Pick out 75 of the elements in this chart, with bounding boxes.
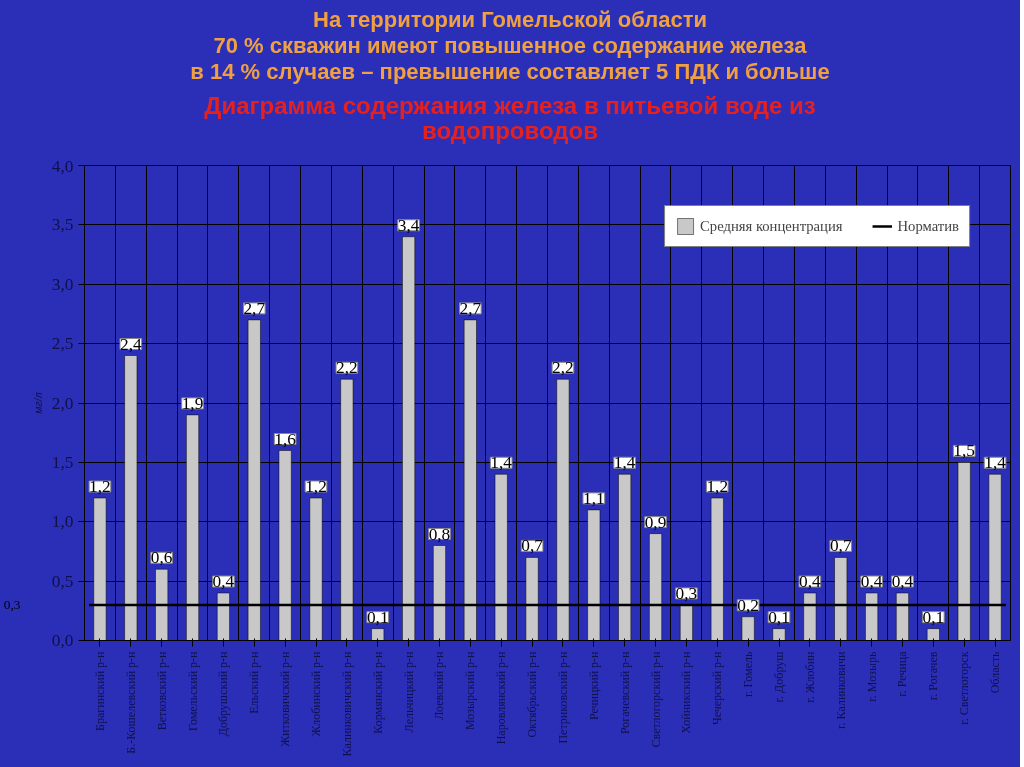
x-tick-label: г. Светлогорск (957, 651, 972, 725)
x-tick-label: Житковичский р-н (278, 650, 293, 747)
data-label: 1,2 (706, 477, 729, 496)
data-label: 1,4 (490, 453, 513, 473)
data-label: 0,1 (366, 607, 389, 627)
legend-label: Норматив (897, 217, 959, 235)
x-tick-label: Хойникский р-н (679, 650, 694, 734)
data-label: 2,7 (243, 298, 266, 318)
text: 0,3 (3, 596, 21, 612)
x-tick-label: Область (988, 650, 1003, 694)
data-label: 2,7 (459, 298, 482, 318)
data-label: 0,9 (644, 512, 667, 532)
x-tick-label: г. Добруш (772, 650, 786, 703)
data-label: 3,4 (397, 215, 420, 235)
data-label: 0,6 (150, 548, 173, 568)
x-tick-label: Гомельский р-н (185, 650, 200, 731)
x-tick-label: г. Рогачев (926, 651, 941, 701)
y-axis-title: мг/л (31, 392, 44, 414)
x-tick-label: Петриковский р-н (555, 650, 570, 744)
x-tick-label: Октябрьский р-н (525, 650, 540, 738)
data-label: 1,2 (305, 477, 327, 496)
data-label: 1,4 (613, 453, 636, 473)
x-tick-label: Добрушский р-н (216, 650, 231, 737)
data-label: 0,1 (768, 607, 790, 627)
x-tick-label: Рогачевский р-н (617, 650, 632, 735)
y-tick-label: 4,0 (51, 156, 74, 176)
data-label: 1,6 (274, 429, 297, 449)
x-tick-label: Чечерский р-н (710, 650, 725, 726)
x-tick-label: Ельский р-н (247, 650, 262, 714)
data-label: 1,2 (89, 477, 111, 496)
x-tick-label: Кормянский р-н (370, 650, 385, 734)
x-tick-label: г. Калинковичи (833, 650, 848, 729)
chart-title: На территории Гомельской области 70 % скважин имеют повышенное содержание железа в 14 % случаев – превышение составляет 5 ПДК и больше (189, 7, 831, 85)
y-tick-label: 2,0 (51, 393, 74, 413)
data-label: 2,4 (119, 334, 142, 354)
data-label: 0,3 (675, 583, 698, 603)
data-label: 0,8 (428, 524, 451, 544)
data-label: 0,7 (829, 536, 852, 556)
legend-label: Средняя концентрация (700, 217, 843, 235)
x-tick-label: г. Жлобин (802, 650, 817, 703)
x-tick-label: Ветковский р-н (154, 650, 169, 731)
x-tick-label: Б.-Кошелевский р-н (123, 650, 138, 754)
x-tick-label: Мозырский р-н (463, 650, 478, 731)
y-tick-label: 1,5 (51, 452, 74, 472)
data-label: 1,5 (953, 441, 976, 461)
x-tick-label: Жлобинский р-н (309, 650, 323, 737)
y-tick-label: 2,5 (51, 334, 74, 354)
data-label: 2,2 (552, 358, 574, 378)
x-tick-label: Наровлянский р-н (494, 650, 509, 745)
x-tick-label: Лельчицкий р-н (401, 650, 416, 733)
data-label: 0,2 (737, 595, 759, 615)
data-label: 1,4 (984, 453, 1007, 473)
y-tick-label: 1,0 (51, 512, 74, 532)
x-tick-label: Калинковичский р-н (339, 650, 354, 757)
x-tick-label: Лоевский р-н (432, 650, 447, 720)
data-label: 0,1 (922, 607, 945, 627)
x-tick-label: г. Гомель (741, 650, 756, 698)
data-label: 0,4 (891, 572, 914, 591)
data-label: 1,9 (181, 393, 204, 413)
x-tick-label: Светлогорский р-н (648, 650, 663, 748)
data-label: 2,2 (336, 358, 358, 378)
data-label: 0,7 (521, 536, 544, 556)
data-label: 0,4 (212, 572, 235, 591)
chart-subtitle: Диаграмма содержания железа в питьевой воде из водопроводов (203, 92, 817, 144)
y-tick-label: 0,5 (51, 571, 74, 591)
y-tick-label: 3,5 (51, 215, 74, 235)
x-tick-label: г. Мозырь (864, 650, 879, 702)
y-tick-label: 3,0 (51, 274, 74, 294)
y-tick-label: 0,0 (51, 631, 74, 650)
x-tick-label: Брагинский р-н (92, 650, 107, 731)
x-tick-label: г. Речица (895, 650, 910, 697)
data-label: 0,4 (860, 572, 883, 591)
data-label: 1,1 (582, 488, 605, 508)
data-label: 0,4 (799, 572, 822, 591)
x-tick-label: Речицкий р-н (586, 650, 601, 721)
